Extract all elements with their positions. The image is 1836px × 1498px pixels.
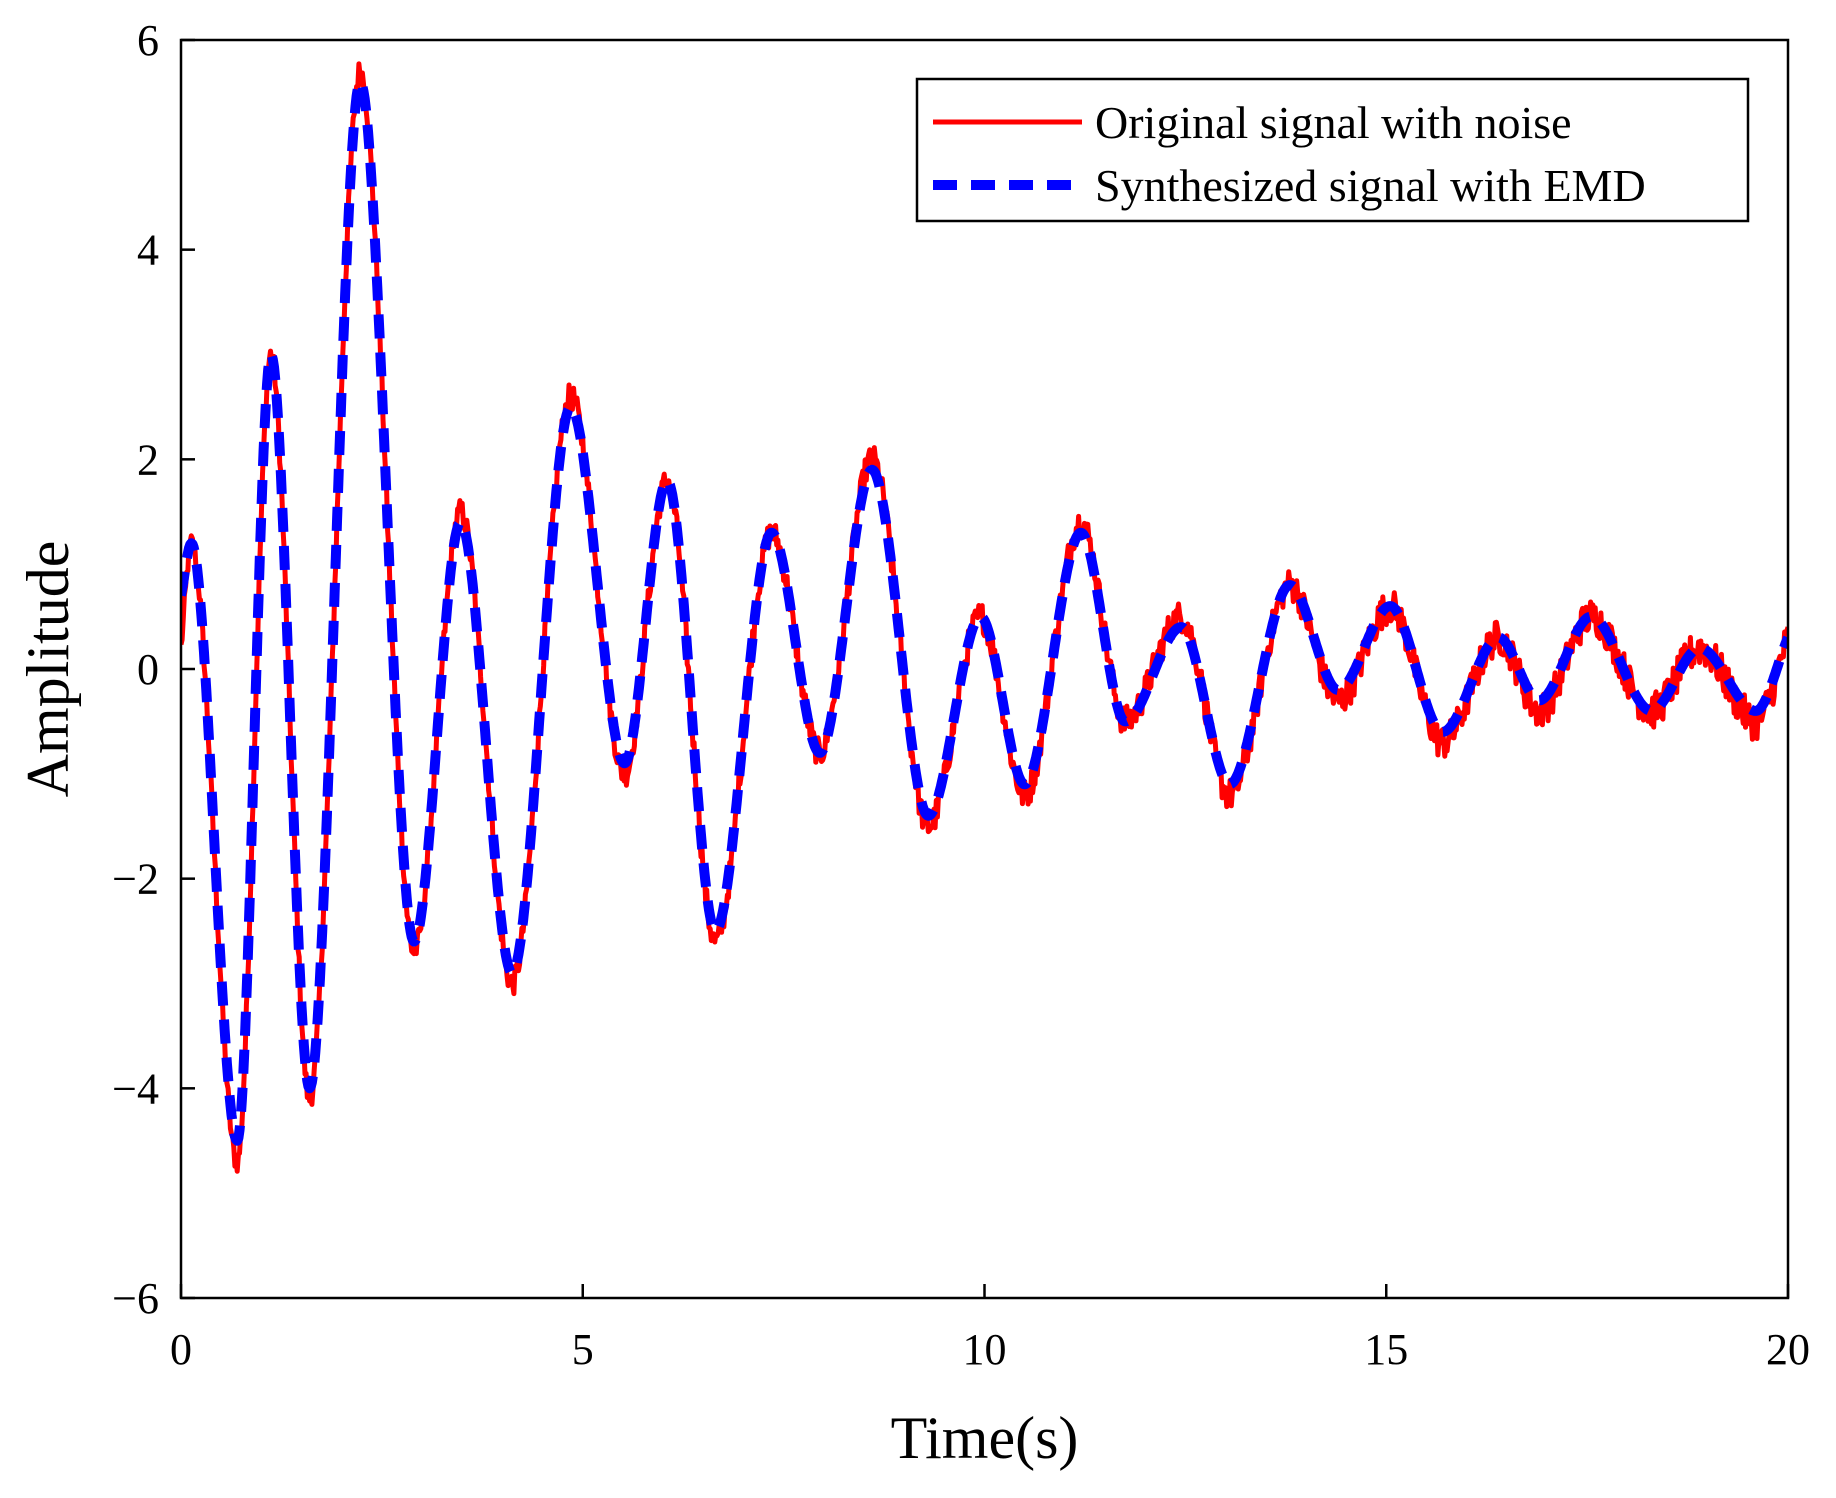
series-line-synthesized: [181, 76, 1788, 1146]
y-tick-label: 6: [137, 16, 159, 65]
legend-label-original: Original signal with noise: [1095, 97, 1572, 148]
y-tick-label: −6: [112, 1274, 159, 1323]
x-tick-label: 5: [572, 1325, 594, 1374]
legend-box: [915, 77, 1750, 223]
y-tick-label: 4: [137, 226, 159, 275]
x-tick-label: 0: [170, 1325, 192, 1374]
plot-area: [181, 61, 1788, 1174]
x-tick-label: 10: [963, 1325, 1007, 1374]
y-tick-label: −2: [112, 855, 159, 904]
x-tick-label: 20: [1766, 1325, 1810, 1374]
y-tick-label: 0: [137, 645, 159, 694]
legend: Original signal with noise Synthesized s…: [915, 77, 1750, 223]
x-tick-label: 15: [1364, 1325, 1408, 1374]
legend-label-synthesized: Synthesized signal with EMD: [1095, 160, 1646, 211]
x-axis-title: Time(s): [891, 1405, 1079, 1471]
y-tick-label: 2: [137, 435, 159, 484]
axis-ticks: 0 5 10 15 20 −6 −4 −2 0 2 4 6: [112, 16, 1810, 1374]
y-tick-label: −4: [112, 1064, 159, 1113]
y-axis-title: Amplitude: [15, 541, 81, 798]
